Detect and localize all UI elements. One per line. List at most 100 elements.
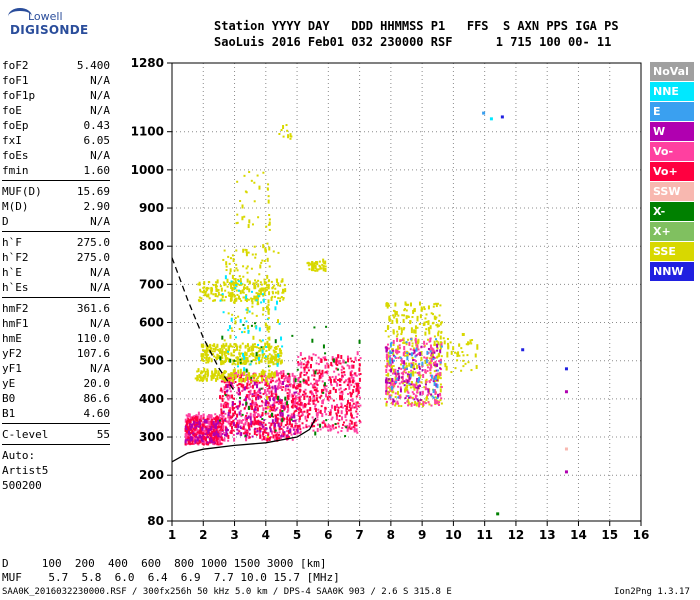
echo-point [293,381,296,384]
echo-point [300,371,303,374]
echo-point [237,369,240,374]
echo-point [236,375,239,378]
echo-point [407,315,410,318]
echo-point [321,400,324,405]
echo-point [421,390,424,395]
echo-point [264,410,267,413]
echo-point [415,341,418,344]
echo-point [341,366,344,369]
echo-point [184,418,187,423]
echo-point [247,360,250,363]
echo-point [284,387,287,392]
echo-point [194,437,197,442]
echo-point [221,416,224,419]
echo-point [281,418,284,423]
echo-point [329,389,332,394]
echo-point [268,353,271,356]
echo-point [270,390,273,393]
echo-point [311,422,314,425]
echo-point [286,410,289,413]
echo-point [248,310,251,313]
echo-point [210,421,213,426]
echo-point [403,354,406,357]
echo-point [195,440,198,443]
echo-point [353,372,356,375]
echo-point [242,296,245,299]
echo-point [238,328,241,331]
echo-point [456,359,459,362]
echo-point [198,420,201,425]
echo-point [346,427,349,432]
echo-point [239,344,242,349]
echo-point [215,435,218,438]
echo-point [357,382,360,387]
echo-point [234,424,237,427]
echo-point [270,373,273,378]
echo-point [244,423,247,426]
param-value: 275.0 [76,236,110,249]
echo-point [271,430,274,433]
echo-point [297,408,300,411]
echo-point [434,302,437,305]
echo-point [242,425,245,430]
echo-point [215,430,218,435]
echo-point [297,355,300,358]
echo-point [344,435,347,438]
echo-point [332,399,335,402]
echo-point [239,409,242,412]
echo-point [405,367,408,370]
echo-point [292,420,295,423]
echo-point [386,304,389,309]
echo-point [348,402,351,407]
echo-point [299,430,302,433]
echo-point [263,419,266,422]
echo-point [258,372,261,377]
echo-point [350,393,353,398]
echo-point [299,428,302,431]
echo-point [323,382,326,387]
echo-point [250,297,253,300]
param-value: 86.6 [83,392,111,405]
echo-point [289,428,292,433]
echo-point [243,174,246,177]
echo-point [346,355,349,360]
echo-point [199,288,202,291]
echo-point [199,422,202,425]
echo-point [229,358,232,363]
echo-point [337,373,340,376]
echo-point [243,355,246,360]
echo-point [329,409,332,414]
echo-point [412,359,415,362]
echo-point [281,410,284,413]
echo-point [346,399,349,404]
echo-point [313,389,316,392]
echo-point [260,387,263,390]
echo-point [329,425,332,428]
echo-point [343,388,346,391]
echo-point [344,414,347,419]
echo-point [423,306,426,309]
echo-point [406,379,409,384]
version-label: Ion2Png 1.3.17 [614,587,690,597]
echo-point [272,409,275,412]
echo-point [192,442,195,445]
echo-point [221,348,224,353]
echo-point [254,401,257,406]
divider [2,444,110,445]
echo-point [252,345,255,348]
echo-point [413,403,416,406]
echo-point [410,402,413,407]
echo-point [314,431,317,436]
echo-point [266,305,269,310]
echo-point [394,312,397,317]
param-group-virtual-heights: h`F 275.0 h`F2 275.0 h`E N/A h`Es N/A [2,235,110,295]
echo-point [347,378,350,381]
echo-point [462,354,465,357]
echo-point [412,364,415,367]
echo-point [395,375,398,378]
echo-point [236,180,239,183]
echo-point [338,383,341,386]
echo-point [210,287,213,292]
echo-point [268,387,271,390]
echo-point [440,330,443,333]
